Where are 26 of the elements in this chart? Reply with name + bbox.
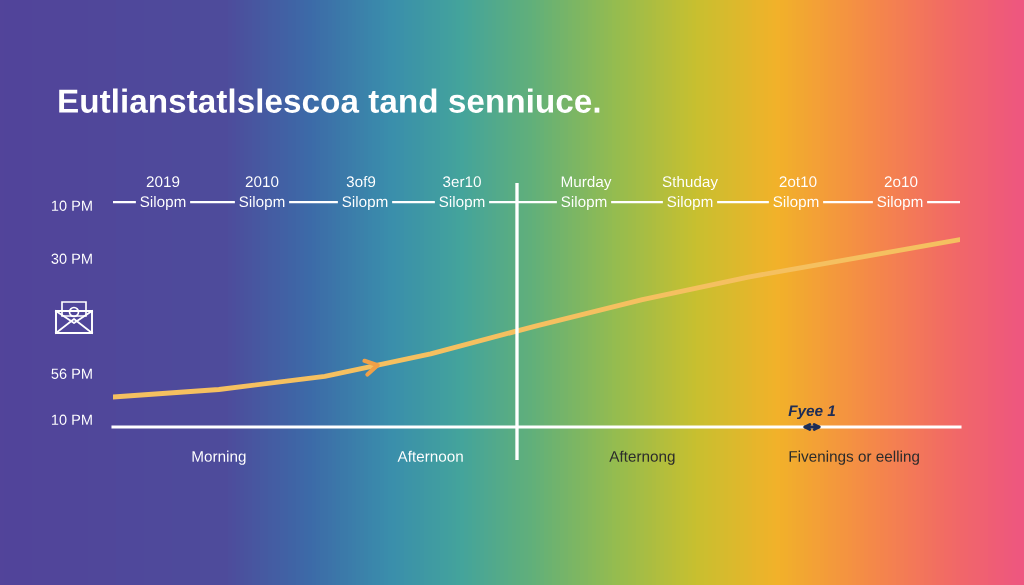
- text: 10 PM: [51, 414, 92, 425]
- text: 3er10: [443, 176, 481, 188]
- text: 2ot10: [779, 176, 817, 188]
- annotation: Fyee 1: [788, 405, 835, 420]
- text: 3of9: [346, 175, 376, 188]
- text: Silopm: [439, 195, 485, 211]
- x-tick-label: Fivenings or eelling: [789, 450, 919, 465]
- x-tick-label: Afternong: [609, 450, 675, 465]
- x-tick-label: Morning: [192, 450, 246, 465]
- text: Silopm: [667, 195, 713, 211]
- text: 2010: [245, 176, 279, 188]
- text: Silopm: [342, 195, 388, 211]
- text: 2019: [146, 176, 180, 188]
- text: 2o10: [884, 176, 918, 188]
- text: Silopm: [877, 195, 923, 211]
- text: 56 PM: [51, 368, 92, 379]
- text: Sthuday: [662, 175, 718, 191]
- text: Silopm: [773, 195, 819, 211]
- text: 10 PM: [51, 200, 92, 211]
- chart-title: Eutlianstatlslescoa tand senniuce.: [59, 88, 600, 113]
- text: Silopm: [561, 195, 607, 211]
- text: Silopm: [140, 195, 186, 211]
- text: 30 PM: [51, 253, 92, 264]
- x-tick-label: Afternoon: [397, 450, 463, 462]
- text: Murday: [561, 175, 612, 191]
- text: Silopm: [239, 195, 285, 211]
